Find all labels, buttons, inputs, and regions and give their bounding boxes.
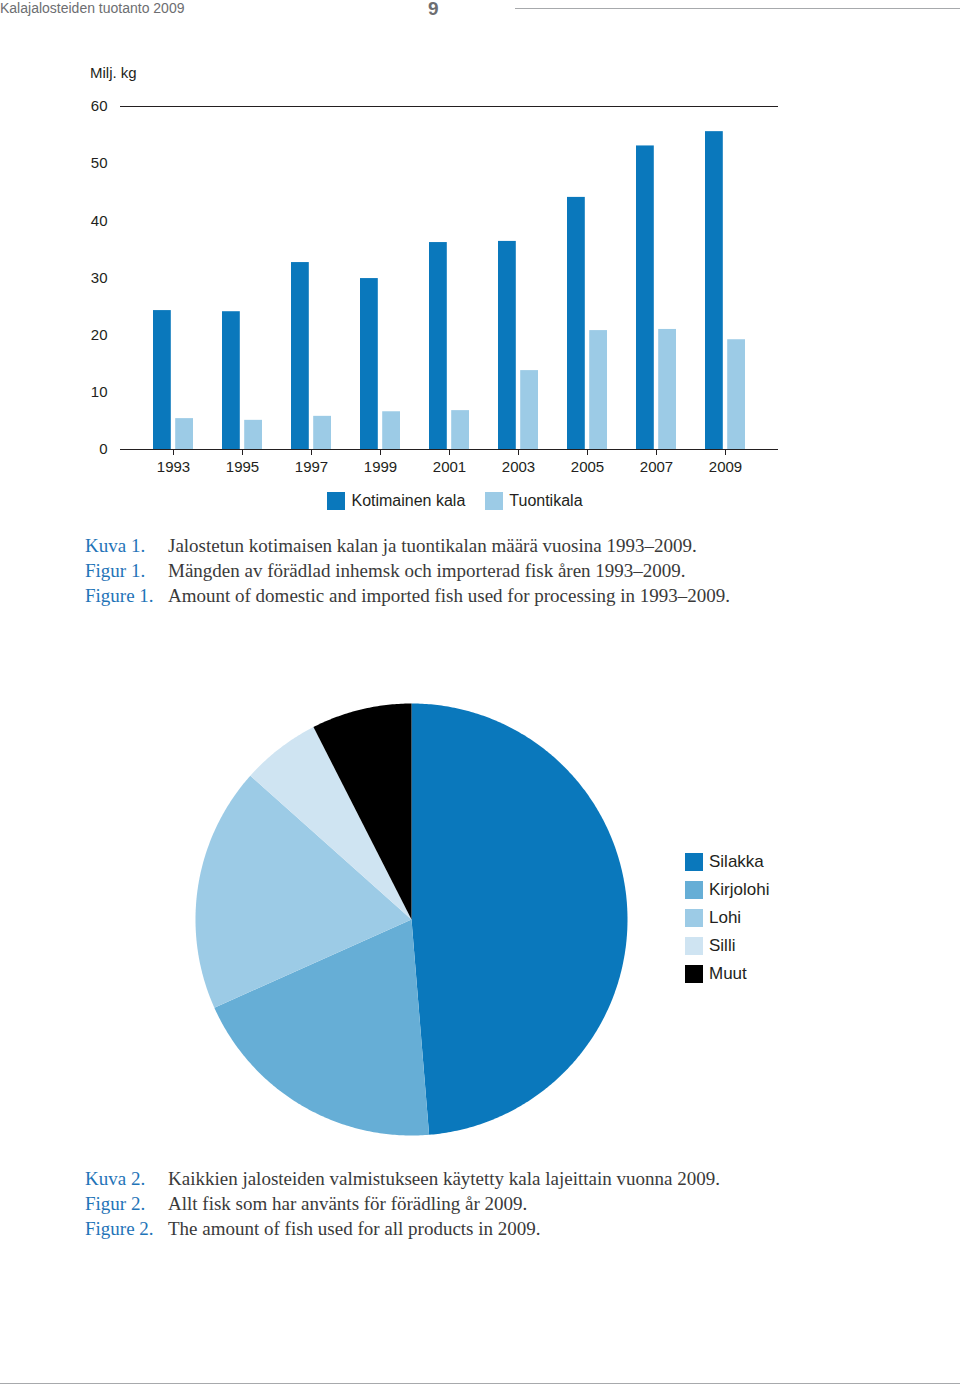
html-text:Figur 2.: Figur 2. xyxy=(85,1193,146,1214)
svg-text:1993: 1993 xyxy=(157,458,190,475)
html-text:Mängden av förädlad inhemsk oc: Mängden av förädlad inhemsk och importer… xyxy=(168,560,686,581)
html-text:Silli: Silli xyxy=(709,935,736,955)
svg-text:2007: 2007 xyxy=(640,458,673,475)
html-text:Kotimainen kala: Kotimainen kala xyxy=(351,492,466,509)
svg-text:2003: 2003 xyxy=(502,458,535,475)
svg-text:1995: 1995 xyxy=(226,458,259,475)
html-text:Amount of domestic and importe: Amount of domestic and imported fish use… xyxy=(168,585,730,606)
svg-text:10: 10 xyxy=(91,383,108,400)
svg-text:2009: 2009 xyxy=(709,458,742,475)
html-text:Kuva 2.: Kuva 2. xyxy=(85,1168,146,1189)
html-text:Figur 1.: Figur 1. xyxy=(85,560,146,581)
html-text:Kalajalosteiden tuotanto 2009: Kalajalosteiden tuotanto 2009 xyxy=(0,0,185,16)
html-text:Allt fisk som har använts för: Allt fisk som har använts för förädling … xyxy=(168,1193,528,1214)
svg-text:1999: 1999 xyxy=(364,458,397,475)
svg-text:60: 60 xyxy=(91,97,108,114)
svg-text:30: 30 xyxy=(91,269,108,286)
html-text:Muut: Muut xyxy=(709,963,747,983)
svg-text:2001: 2001 xyxy=(433,458,466,475)
svg-text:1997: 1997 xyxy=(295,458,328,475)
html-text:The amount of fish used for al: The amount of fish used for all products… xyxy=(168,1218,541,1239)
html-text:Kirjolohi: Kirjolohi xyxy=(709,879,770,899)
html-text:Tuontikala: Tuontikala xyxy=(509,492,583,509)
svg-text:2005: 2005 xyxy=(571,458,604,475)
html-text:Kuva 1.: Kuva 1. xyxy=(85,535,146,556)
html-text:Kaikkien jalosteiden valmistuk: Kaikkien jalosteiden valmistukseen käyte… xyxy=(168,1168,720,1189)
svg-text:40: 40 xyxy=(91,212,108,229)
svg-text:0: 0 xyxy=(99,440,107,457)
html-text:Silakka: Silakka xyxy=(709,851,764,871)
html-text:Milj. kg: Milj. kg xyxy=(90,64,137,81)
html-text:Figure 1.: Figure 1. xyxy=(85,585,154,606)
svg-text:50: 50 xyxy=(91,154,108,171)
html-text:Jalostetun kotimaisen kalan ja: Jalostetun kotimaisen kalan ja tuontikal… xyxy=(168,535,697,556)
html-text:Figure 2.: Figure 2. xyxy=(85,1218,154,1239)
svg-text:20: 20 xyxy=(91,326,108,343)
html-text:Lohi: Lohi xyxy=(709,907,742,927)
